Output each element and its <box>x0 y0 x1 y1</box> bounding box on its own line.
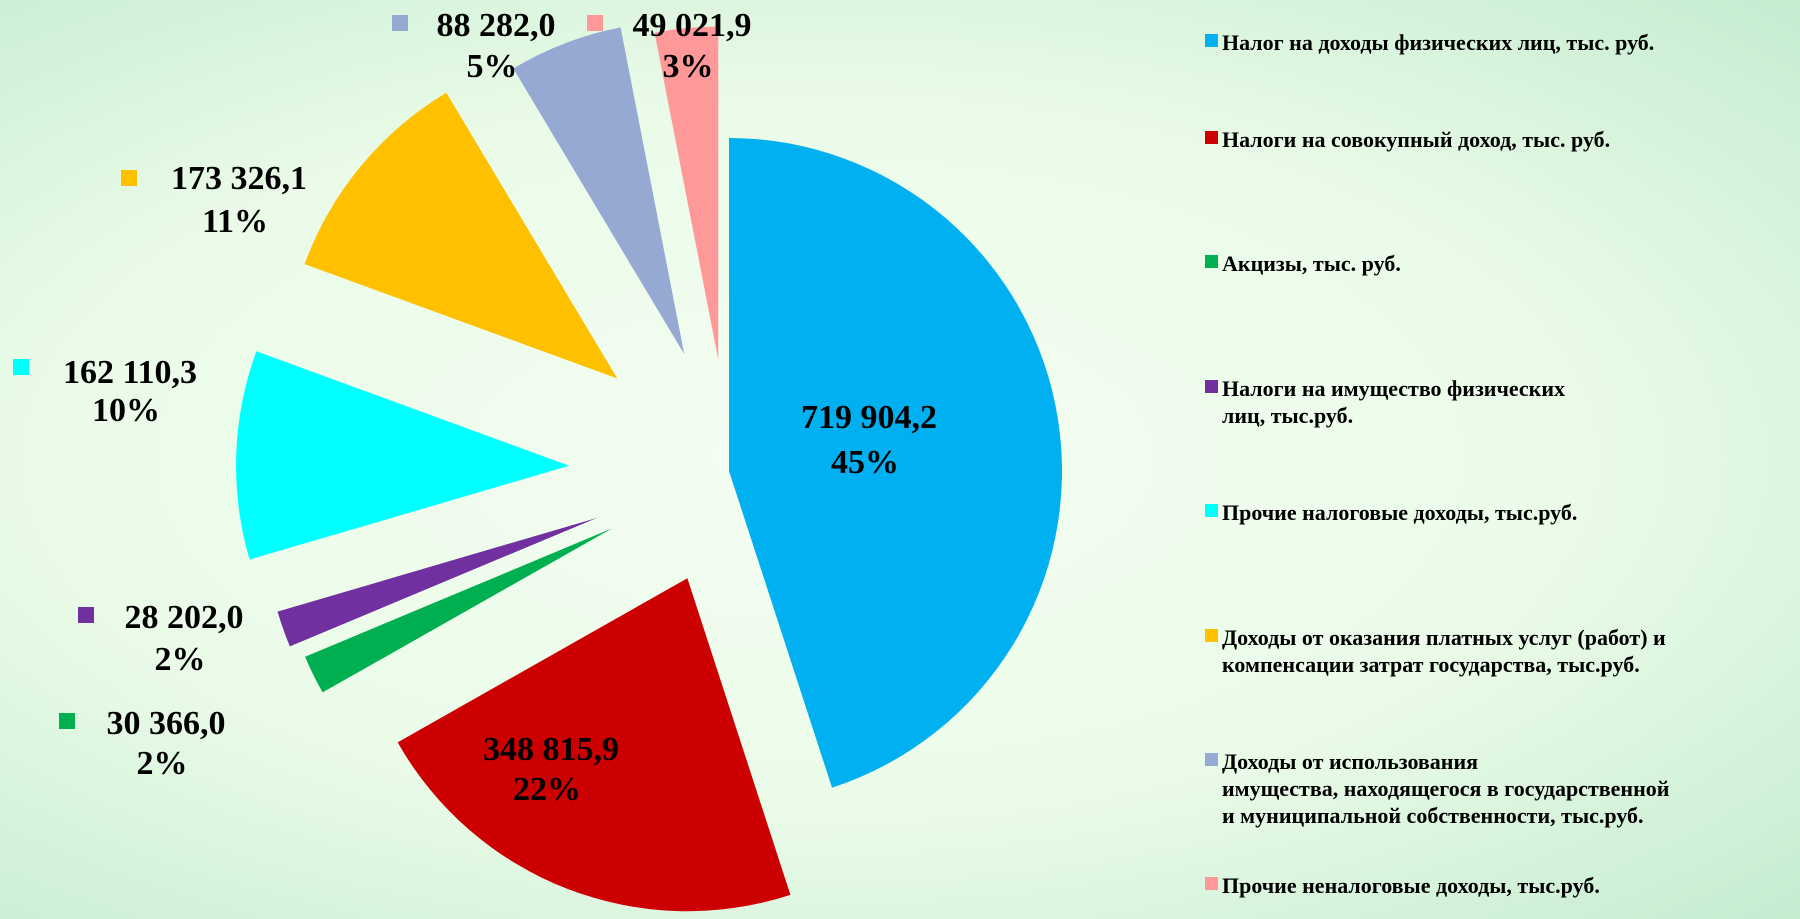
legend-item: Прочие налоговые доходы, тыс.руб. <box>1205 499 1577 526</box>
legend-swatch <box>1205 34 1218 47</box>
legend-item: Прочие неналоговые доходы, тыс.руб. <box>1205 872 1600 899</box>
label-marker <box>13 359 29 375</box>
percent-label: 10% <box>92 392 160 429</box>
data-label: 49 021,9 <box>633 7 752 44</box>
label-marker <box>392 15 408 31</box>
legend-item: Доходы от оказания платных услуг (работ)… <box>1205 624 1666 678</box>
percent-label: 45% <box>831 444 899 481</box>
label-marker <box>59 713 75 729</box>
legend-swatch <box>1205 504 1218 517</box>
data-label: 348 815,9 <box>483 731 619 768</box>
label-marker <box>78 607 94 623</box>
legend-label: Прочие налоговые доходы, тыс.руб. <box>1222 500 1578 525</box>
legend-swatch <box>1205 753 1218 766</box>
legend-label: Доходы от использования имущества, наход… <box>1222 749 1670 828</box>
pie-slice <box>277 517 598 647</box>
data-label: 28 202,0 <box>125 599 244 636</box>
percent-label: 22% <box>513 771 581 808</box>
label-marker <box>121 170 137 186</box>
data-label: 162 110,3 <box>63 354 197 391</box>
legend-item: Налоги на совокупный доход, тыс. руб. <box>1205 126 1610 153</box>
data-label: 173 326,1 <box>171 160 307 197</box>
legend-item: Налог на доходы физических лиц, тыс. руб… <box>1205 29 1654 56</box>
legend-item: Налоги на имущество физических лиц, тыс.… <box>1205 375 1565 429</box>
percent-label: 11% <box>202 203 268 240</box>
legend-label: Налог на доходы физических лиц, тыс. руб… <box>1222 30 1655 55</box>
pie-slice <box>729 138 1062 788</box>
data-label: 719 904,2 <box>801 399 937 436</box>
chart: 719 904,245%348 815,922%30 366,02%28 202… <box>13 7 1062 912</box>
legend-swatch <box>1205 255 1218 268</box>
pie-slice <box>305 528 613 693</box>
pie-slice <box>654 26 719 360</box>
legend-label: Налоги на совокупный доход, тыс. руб. <box>1222 127 1611 152</box>
label-marker <box>587 15 603 31</box>
data-label: 88 282,0 <box>437 7 556 44</box>
percent-label: 3% <box>663 48 714 85</box>
legend-swatch <box>1205 380 1218 393</box>
legend-label: Акцизы, тыс. руб. <box>1222 251 1401 276</box>
pie-slice <box>236 351 570 560</box>
legend-item: Акцизы, тыс. руб. <box>1205 250 1401 277</box>
legend-item: Доходы от использования имущества, наход… <box>1205 748 1669 829</box>
pie-slice <box>304 92 618 379</box>
legend-swatch <box>1205 629 1218 642</box>
legend-swatch <box>1205 877 1218 890</box>
pie-slice <box>397 578 791 912</box>
percent-label: 2% <box>155 641 206 678</box>
legend-label: Налоги на имущество физических лиц, тыс.… <box>1222 376 1566 428</box>
percent-label: 2% <box>137 745 188 782</box>
legend-label: Прочие неналоговые доходы, тыс.руб. <box>1222 873 1600 898</box>
pie-slice <box>513 27 685 355</box>
legend-label: Доходы от оказания платных услуг (работ)… <box>1222 625 1666 677</box>
percent-label: 5% <box>467 48 518 85</box>
data-label: 30 366,0 <box>107 705 226 742</box>
legend-swatch <box>1205 131 1218 144</box>
